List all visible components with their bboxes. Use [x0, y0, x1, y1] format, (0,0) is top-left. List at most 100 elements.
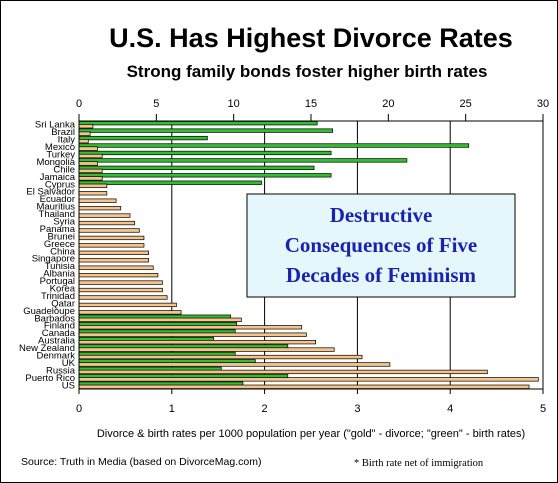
- birth-bar: [78, 158, 408, 163]
- divorce-bar: [78, 176, 103, 181]
- divorce-bar: [78, 362, 391, 367]
- divorce-bar: [78, 206, 122, 211]
- source-text: Source: Truth in Media (based on Divorce…: [21, 456, 261, 468]
- category-label: UK: [62, 358, 76, 369]
- birth-bar: [78, 150, 332, 156]
- chart-subtitle: Strong family bonds foster higher birth …: [127, 62, 488, 81]
- category-label: Jamaica: [40, 172, 76, 183]
- top-tick-label: 10: [228, 98, 240, 110]
- bottom-tick-label: 5: [540, 403, 546, 415]
- footnote-text: * Birth rate net of immigration: [354, 458, 484, 469]
- birth-bar: [78, 121, 318, 126]
- top-axis: 0 5 10 15 20 25 30: [76, 98, 549, 121]
- divorce-bar: [78, 153, 103, 159]
- chart-title: U.S. Has Highest Divorce Rates: [109, 23, 513, 53]
- divorce-bar: [78, 228, 140, 233]
- top-tick-label: 30: [537, 98, 549, 110]
- divorce-bar: [78, 332, 307, 337]
- plot-border: [78, 120, 544, 390]
- top-tick-label: 25: [460, 98, 472, 110]
- divorce-bar: [78, 340, 316, 345]
- top-tick-label: 15: [305, 98, 317, 110]
- category-label: Turkey: [46, 150, 75, 161]
- category-label: Qatar: [51, 298, 75, 309]
- category-label: Russia: [46, 365, 76, 376]
- birth-bar: [78, 135, 208, 141]
- category-label: China: [50, 246, 76, 257]
- divorce-bar: [78, 280, 163, 285]
- divorce-bar: [78, 295, 168, 300]
- divorce-bar: [78, 235, 145, 241]
- birth-bar: [78, 165, 315, 170]
- divorce-bar: [78, 161, 98, 166]
- bottom-tick-label: 2: [262, 403, 268, 415]
- category-label: Portugal: [40, 276, 75, 287]
- bottom-tick-label: 1: [169, 403, 175, 415]
- divorce-bar: [78, 243, 145, 248]
- divorce-bar: [78, 369, 488, 375]
- divorce-bar: [78, 347, 335, 352]
- category-label: Cyprus: [45, 179, 75, 190]
- category-label: Mauritius: [36, 202, 75, 213]
- divorce-bar: [78, 302, 177, 308]
- category-label: New Zealand: [19, 343, 75, 354]
- annotation-line-2: Consequences of Five: [285, 233, 478, 257]
- x-axis-label: Divorce & birth rates per 1000 populatio…: [97, 428, 525, 440]
- divorce-bar: [78, 377, 539, 382]
- category-label: Mongolia: [36, 157, 75, 168]
- bottom-tick-label: 4: [447, 403, 453, 415]
- category-label: Barbados: [34, 313, 75, 324]
- divorce-bar: [78, 191, 108, 196]
- category-label: Mexico: [45, 142, 75, 153]
- divorce-bar: [78, 168, 103, 174]
- category-label: Brunei: [48, 231, 75, 242]
- bottom-tick-label: 3: [354, 403, 360, 415]
- birth-bar: [78, 143, 470, 148]
- category-label: Tunisia: [45, 261, 76, 272]
- divorce-bar: [78, 146, 98, 151]
- category-label: Thailand: [39, 209, 75, 220]
- divorce-bar: [78, 220, 136, 226]
- divorce-bar: [78, 384, 530, 389]
- category-label: Ecuador: [40, 194, 75, 205]
- divorce-bar: [78, 213, 131, 218]
- top-tick-label: 5: [153, 98, 159, 110]
- category-label: El Salvador: [26, 187, 75, 198]
- bars: [78, 121, 539, 389]
- top-tick-label: 0: [76, 98, 82, 110]
- birth-bar: [78, 173, 332, 178]
- divorce-bar: [78, 258, 149, 263]
- divorce-bar: [78, 139, 89, 144]
- category-label: Finland: [44, 321, 75, 332]
- birth-bar: [78, 128, 334, 133]
- category-label: Denmark: [36, 351, 75, 362]
- category-label: Guadeloupe: [23, 306, 75, 317]
- category-label: Greece: [44, 239, 75, 250]
- top-tick-label: 20: [382, 98, 394, 110]
- category-label: Albania: [43, 269, 75, 280]
- category-label: Panama: [40, 224, 76, 235]
- annotation-box: Destructive Consequences of Five Decades…: [246, 193, 516, 298]
- category-label: Italy: [58, 135, 76, 146]
- divorce-bar: [78, 287, 163, 293]
- divorce-bar: [78, 131, 91, 136]
- category-label: Trinidad: [41, 291, 75, 302]
- bottom-tick-label: 0: [76, 403, 82, 415]
- category-label: Australia: [38, 336, 76, 347]
- divorce-bar: [78, 354, 363, 360]
- category-label: US: [62, 380, 75, 391]
- divorce-bar: [78, 183, 108, 188]
- annotation-line-1: Destructive: [330, 203, 433, 227]
- category-label: Singapore: [32, 254, 75, 265]
- divorce-bar: [78, 250, 149, 255]
- bottom-axis: 0 1 2 3 4 5: [76, 389, 546, 415]
- category-label: Brazil: [51, 127, 75, 138]
- category-label: Canada: [42, 328, 76, 339]
- category-label: Korea: [50, 284, 76, 295]
- divorce-bar: [78, 273, 159, 278]
- divorce-bar: [78, 325, 303, 330]
- category-label: Syria: [53, 217, 75, 228]
- divorce-bar: [78, 198, 117, 203]
